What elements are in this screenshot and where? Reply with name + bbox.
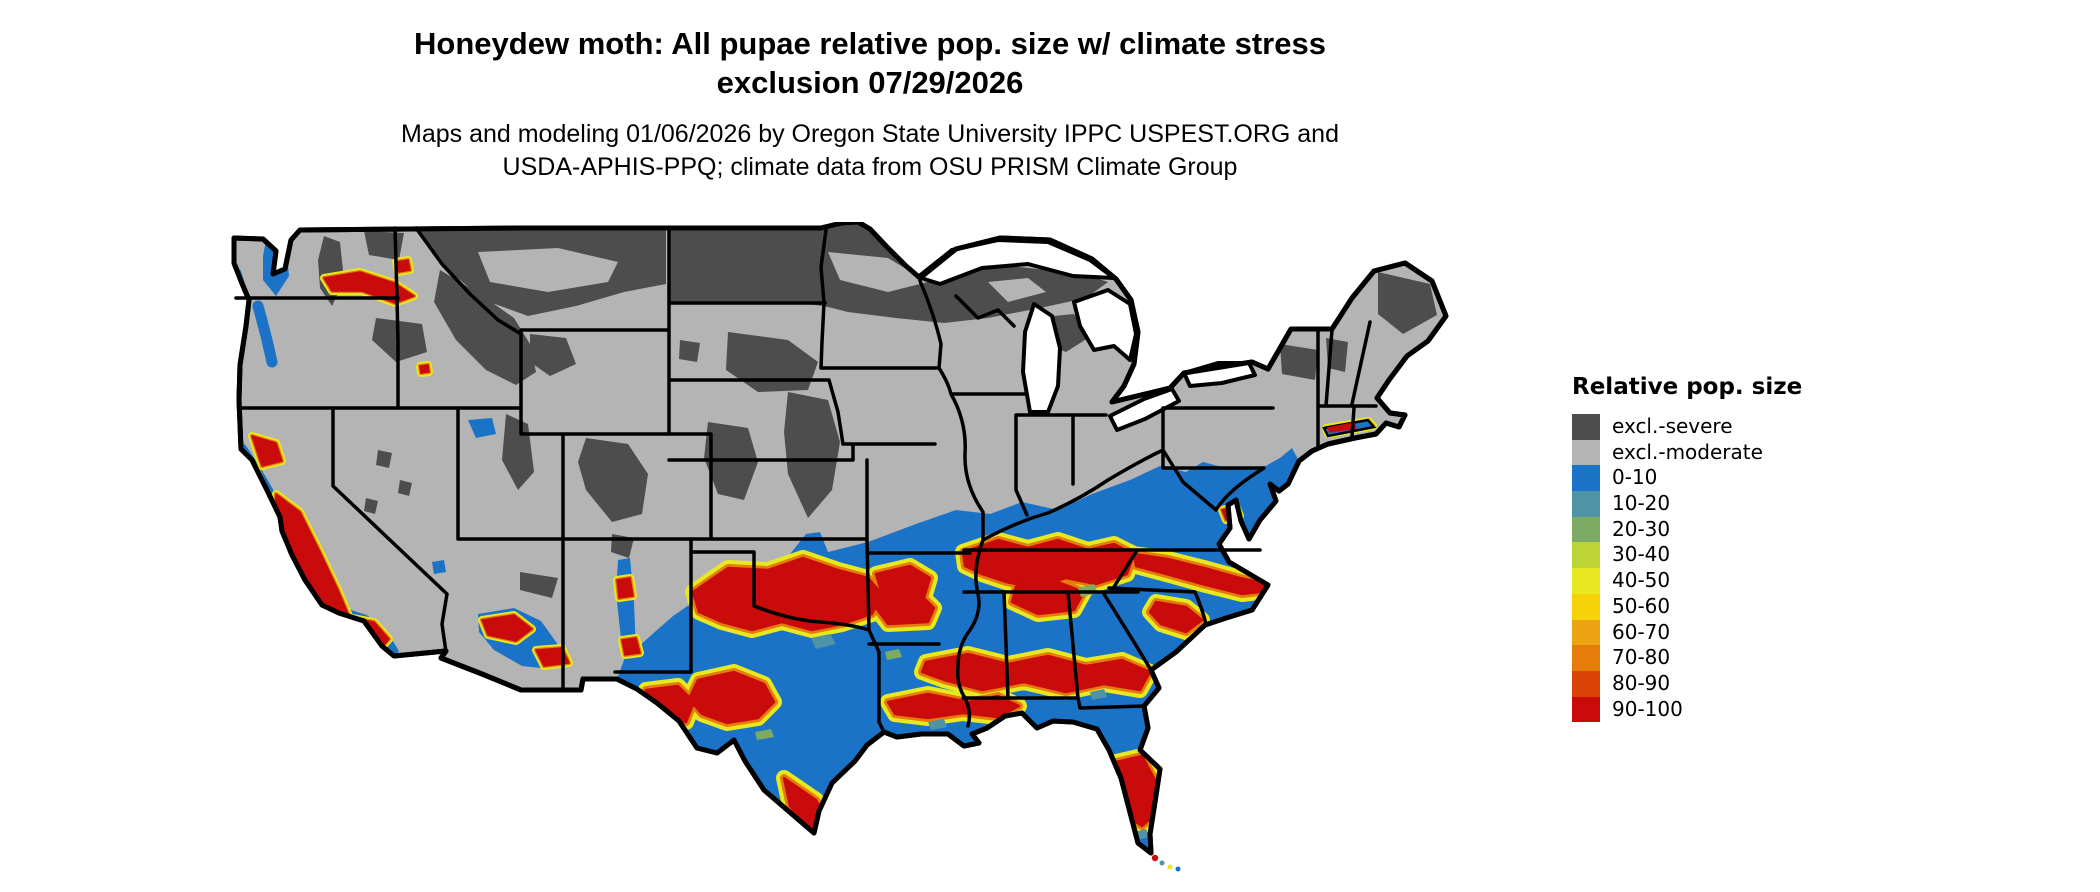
legend-item-excl-severe: excl.-severe bbox=[1572, 414, 1802, 440]
title-line2: exclusion 07/29/2026 bbox=[716, 65, 1024, 100]
legend-label: 80-90 bbox=[1612, 670, 1671, 695]
legend-label: excl.-moderate bbox=[1612, 439, 1763, 464]
legend-item-60-70: 60-70 bbox=[1572, 619, 1802, 646]
legend: Relative pop. size excl.-severe excl.-mod… bbox=[1572, 374, 1803, 723]
legend-label: 60-70 bbox=[1612, 619, 1671, 644]
subtitle-line1: Maps and modeling 01/06/2026 by Oregon S… bbox=[401, 120, 1339, 148]
legend-swatch bbox=[1572, 670, 1600, 697]
legend-label: excl.-severe bbox=[1612, 414, 1733, 438]
legend-label: 50-60 bbox=[1612, 593, 1671, 618]
keys-speck-red bbox=[1151, 854, 1159, 862]
legend-item-excl-moderate: excl.-moderate bbox=[1572, 439, 1802, 466]
state-borders bbox=[234, 226, 1378, 734]
subtitle-line2: USDA-APHIS-PPQ; climate data from OSU PR… bbox=[502, 153, 1238, 181]
legend-rows: excl.-severe excl.-moderate 0-10 10-20 20-30… bbox=[1572, 414, 1802, 723]
keys-speck-yellow bbox=[1167, 864, 1173, 870]
us-map bbox=[228, 222, 1456, 882]
legend-label: 30-40 bbox=[1612, 542, 1671, 567]
legend-swatch bbox=[1572, 516, 1600, 543]
map-title: Honeydew moth: All pupae relative pop. s… bbox=[0, 24, 1740, 102]
legend-item-10-20: 10-20 bbox=[1572, 491, 1802, 517]
legend-swatch bbox=[1572, 696, 1600, 723]
keys-speck-teal bbox=[1159, 860, 1165, 866]
legend-label: 20-30 bbox=[1612, 516, 1671, 541]
legend-label: 40-50 bbox=[1612, 568, 1671, 593]
legend-label: 90-100 bbox=[1612, 696, 1683, 721]
legend-swatch bbox=[1572, 619, 1600, 646]
legend-label: 10-20 bbox=[1612, 491, 1671, 516]
legend-swatch bbox=[1572, 645, 1600, 671]
legend-swatch bbox=[1572, 568, 1600, 594]
title-line1: Honeydew moth: All pupae relative pop. s… bbox=[414, 26, 1326, 61]
legend-swatch bbox=[1572, 414, 1600, 440]
legend-swatch bbox=[1572, 465, 1600, 492]
keys-speck-blue bbox=[1175, 866, 1181, 872]
legend-item-30-40: 30-40 bbox=[1572, 542, 1802, 569]
legend-title: Relative pop. size bbox=[1572, 374, 1803, 400]
excl-moderate-mottle bbox=[478, 248, 1046, 302]
long-island-red-dash bbox=[1327, 422, 1357, 433]
legend-item-0-10: 0-10 bbox=[1572, 465, 1802, 492]
legend-swatch bbox=[1572, 593, 1600, 620]
legend-item-70-80: 70-80 bbox=[1572, 645, 1802, 671]
header: Honeydew moth: All pupae relative pop. s… bbox=[0, 0, 1740, 184]
map-subtitle: Maps and modeling 01/06/2026 by Oregon S… bbox=[0, 118, 1740, 184]
legend-label: 70-80 bbox=[1612, 645, 1671, 670]
legend-item-90-100: 90-100 bbox=[1572, 696, 1802, 723]
legend-item-40-50: 40-50 bbox=[1572, 568, 1802, 594]
legend-item-50-60: 50-60 bbox=[1572, 593, 1802, 620]
legend-swatch bbox=[1572, 439, 1600, 466]
legend-swatch bbox=[1572, 542, 1600, 569]
us-map-svg bbox=[228, 222, 1456, 872]
excl-severe-regions bbox=[318, 224, 1437, 598]
legend-item-80-90: 80-90 bbox=[1572, 670, 1802, 697]
legend-item-20-30: 20-30 bbox=[1572, 516, 1802, 543]
low-pop-willamette-strip bbox=[252, 300, 278, 368]
legend-label: 0-10 bbox=[1612, 465, 1658, 490]
legend-swatch bbox=[1572, 491, 1600, 517]
